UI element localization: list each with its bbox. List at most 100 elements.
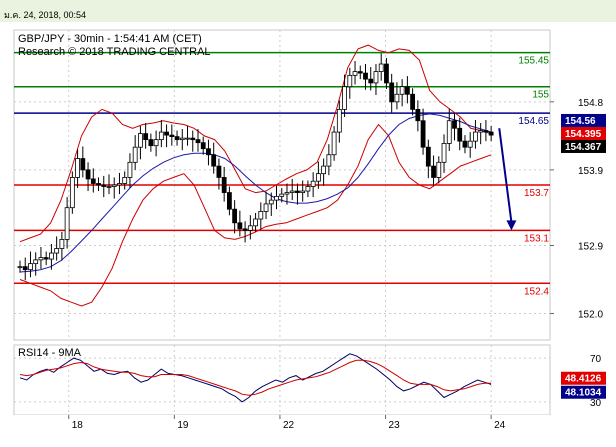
price-tag-box — [561, 113, 606, 127]
forecast-arrow — [498, 128, 517, 231]
candle-body — [54, 248, 60, 254]
candle-body — [164, 131, 169, 136]
rsi-panel-frame — [13, 344, 551, 416]
candle-body — [420, 120, 426, 148]
header-timestamp: ม.ค. 24, 2018, 00:54 — [4, 10, 86, 20]
candle-body — [132, 146, 138, 163]
price-tag-label: 154.395 — [565, 129, 602, 140]
candle-body — [206, 148, 211, 156]
level-label: 154.65 — [518, 116, 549, 127]
level-label: 155.45 — [518, 56, 549, 67]
rsi-title: RSI14 - 9MA — [18, 347, 82, 359]
candle-body — [357, 71, 363, 74]
candle-body — [242, 228, 248, 231]
rsi-tag-box — [561, 371, 606, 385]
candle-body — [415, 108, 421, 122]
candle-body — [483, 130, 489, 133]
candle-body — [336, 108, 342, 133]
candle-body — [169, 134, 175, 138]
candle-body — [221, 177, 227, 193]
candle-body — [478, 130, 484, 133]
chart-subtitle: Research © 2018 TRADING CENTRAL — [18, 46, 211, 58]
candle-body — [410, 93, 416, 110]
candle-body — [127, 161, 133, 178]
rsi-tag-label: 48.4126 — [565, 374, 602, 385]
candle-body — [431, 165, 436, 178]
candle-body — [153, 139, 159, 147]
candle-body — [33, 259, 39, 265]
candle-body — [368, 78, 374, 84]
candle-body — [352, 71, 358, 76]
price-tag-label: 154.367 — [565, 142, 602, 153]
candle-body — [174, 136, 180, 141]
level-label: 152.4 — [524, 286, 549, 297]
candle-body — [49, 252, 54, 260]
candle-body — [467, 140, 473, 148]
rsi-panel: RSI14 - 9MA 70 30 48.4126 48.1034 — [13, 344, 606, 416]
candle-body — [80, 158, 86, 171]
candle-body — [216, 165, 222, 178]
candle-body — [64, 207, 70, 240]
candle-body — [106, 186, 112, 188]
rsi-series-line — [19, 359, 492, 396]
candle-body — [373, 71, 379, 84]
candle-body — [237, 222, 243, 230]
candle-body — [179, 137, 185, 141]
candle-body — [347, 74, 353, 88]
rsi-tick-label: 70 — [590, 354, 602, 365]
candle-body — [404, 86, 410, 95]
candle-body — [59, 239, 65, 249]
candle-body — [138, 133, 143, 148]
price-tag-label: 154.56 — [565, 116, 596, 127]
candle-body — [232, 208, 238, 224]
candle-body — [17, 266, 23, 269]
candle-body — [326, 154, 332, 167]
date-tick-label: 24 — [494, 420, 506, 431]
candle-body — [90, 178, 96, 184]
candle-body — [446, 120, 452, 144]
candle-body — [158, 131, 164, 141]
candle-body — [363, 72, 368, 80]
date-axis-ticks: 18 19 22 23 24 — [68, 415, 506, 431]
price-tick-label: 153.9 — [578, 166, 603, 177]
candle-body — [69, 177, 75, 209]
rsi-gridlines — [14, 345, 550, 415]
candle-body — [43, 257, 49, 260]
candle-body — [85, 169, 91, 180]
rsi-tick-label: 30 — [590, 398, 602, 409]
candle-body — [185, 137, 190, 140]
bollinger-lower-line — [19, 123, 492, 307]
candle-body — [96, 183, 101, 186]
candle-body — [190, 137, 196, 141]
candle-body — [284, 192, 290, 195]
candle-body — [389, 82, 395, 103]
forecast-arrow-shaft — [498, 128, 513, 223]
date-tick-label: 23 — [389, 420, 401, 431]
candle-body — [342, 86, 347, 110]
chart-title: GBP/JPY - 30min - 1:54:41 AM (CET) — [18, 33, 202, 45]
candle-body — [441, 143, 447, 163]
candle-body — [289, 190, 295, 193]
candle-body — [122, 177, 128, 184]
price-tick-label: 154.8 — [578, 98, 603, 109]
price-tick-label: 152.9 — [578, 241, 603, 252]
candle-body — [75, 158, 80, 178]
candle-body — [22, 266, 28, 271]
candle-body — [384, 63, 389, 84]
bollinger-upper-line — [19, 44, 492, 243]
date-tick-label: 19 — [177, 420, 189, 431]
candle-body — [253, 218, 258, 227]
level-label: 153.1 — [524, 233, 549, 244]
candle-body — [38, 257, 44, 261]
candle-body — [331, 131, 337, 156]
candle-body — [28, 263, 33, 271]
candle-body — [117, 183, 122, 186]
level-label: 153.7 — [524, 188, 549, 199]
bollinger-bands — [19, 44, 492, 307]
candle-body — [425, 146, 431, 167]
forecast-arrow-head — [506, 220, 517, 231]
candle-body — [315, 173, 321, 182]
candle-body — [279, 193, 285, 197]
rsi-series-line — [19, 353, 492, 403]
rsi-lines — [19, 353, 492, 403]
